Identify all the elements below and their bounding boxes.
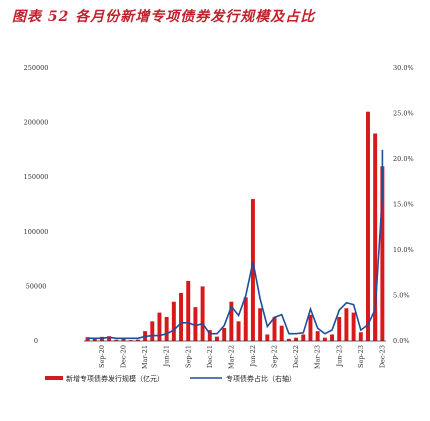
left-axis-tick: 150000: [24, 173, 49, 181]
left-axis-tick: 50000: [26, 282, 47, 290]
bar: [215, 336, 219, 341]
bar: [294, 337, 299, 341]
bar: [150, 321, 155, 341]
bar: [301, 334, 306, 341]
left-axis: 0 50000 100000 150000 200000 250000: [24, 64, 49, 345]
bar: [186, 280, 191, 341]
bar: [337, 316, 342, 341]
bar: [308, 314, 313, 341]
bar: [236, 321, 241, 341]
bar: [200, 286, 205, 341]
bar: [135, 339, 140, 341]
bar: [179, 292, 184, 341]
bar: [330, 334, 335, 341]
legend: 新增专项债券发行规模（亿元） 专项债券占比（右轴）: [45, 374, 296, 383]
x-tick-label: Jun-22: [249, 345, 257, 367]
bar: [229, 301, 234, 341]
x-tick-label: Sep-23: [357, 345, 365, 368]
x-tick-label: Sep-20: [98, 345, 106, 368]
bar: [322, 337, 327, 341]
x-tick-label: Jun-23: [335, 345, 343, 367]
x-tick-label: Dec-20: [120, 345, 128, 368]
bar: [279, 325, 284, 341]
x-tick-label: Mar-23: [314, 345, 322, 369]
bar: [114, 339, 119, 341]
bar: [92, 338, 97, 341]
bar: [85, 337, 90, 341]
bar: [344, 308, 349, 341]
bar: [193, 307, 198, 341]
bar: [272, 316, 277, 341]
bar-series: [85, 111, 385, 342]
bar: [164, 316, 169, 341]
right-axis-tick: 30.0%: [393, 64, 414, 72]
right-axis-tick: 15.0%: [393, 201, 414, 209]
bar: [286, 338, 291, 341]
right-axis-tick: 20.0%: [393, 155, 414, 163]
x-tick-label: Dec-22: [292, 345, 300, 368]
line-series: [87, 149, 384, 340]
bar: [258, 308, 263, 341]
bar: [250, 199, 255, 341]
bar: [358, 332, 363, 341]
bar: [351, 312, 356, 341]
right-axis-tick: 5.0%: [393, 292, 410, 300]
x-axis: Sep-20 Dec-20 Mar-21 Jun-21 Sep-21 Dec-21 Mar-…: [84, 340, 386, 369]
x-tick-label: Mar-21: [141, 345, 149, 369]
legend-bar-swatch: [45, 376, 63, 380]
left-axis-tick: 0: [34, 337, 38, 345]
bar: [315, 331, 320, 341]
right-axis: 0.0% 5.0% 10.0% 15.0% 20.0% 25.0% 30.0%: [393, 64, 414, 345]
bar: [366, 111, 370, 342]
bar: [157, 312, 162, 341]
bar: [207, 330, 212, 341]
legend-bar-label: 新增专项债券发行规模（亿元）: [66, 374, 164, 383]
x-tick-label: Dec-23: [378, 345, 386, 368]
bar: [222, 327, 227, 341]
right-axis-tick: 10.0%: [393, 246, 414, 254]
x-tick-label: Sep-21: [184, 345, 192, 368]
chart-title: 图表 52 各月份新增专项债券发行规模及占比: [12, 9, 316, 25]
bar: [243, 297, 248, 341]
x-tick-label: Jun-21: [163, 345, 171, 367]
bar: [107, 336, 112, 341]
right-axis-tick: 0.0%: [393, 337, 410, 345]
left-axis-tick: 100000: [24, 228, 49, 236]
bar: [121, 337, 126, 341]
x-tick-label: Mar-22: [227, 345, 235, 369]
x-tick-label: Sep-22: [271, 345, 279, 368]
x-tick-label: Dec-21: [206, 345, 214, 368]
bar: [128, 340, 133, 341]
legend-line-label: 专项债券占比（右轴）: [226, 374, 296, 383]
bar: [265, 334, 270, 341]
bar: [380, 166, 385, 341]
left-axis-tick: 200000: [24, 119, 49, 127]
bar: [373, 133, 378, 341]
right-axis-tick: 25.0%: [393, 110, 414, 118]
left-axis-tick: 250000: [24, 64, 49, 72]
bar: [171, 301, 176, 341]
series-line: [87, 149, 384, 340]
